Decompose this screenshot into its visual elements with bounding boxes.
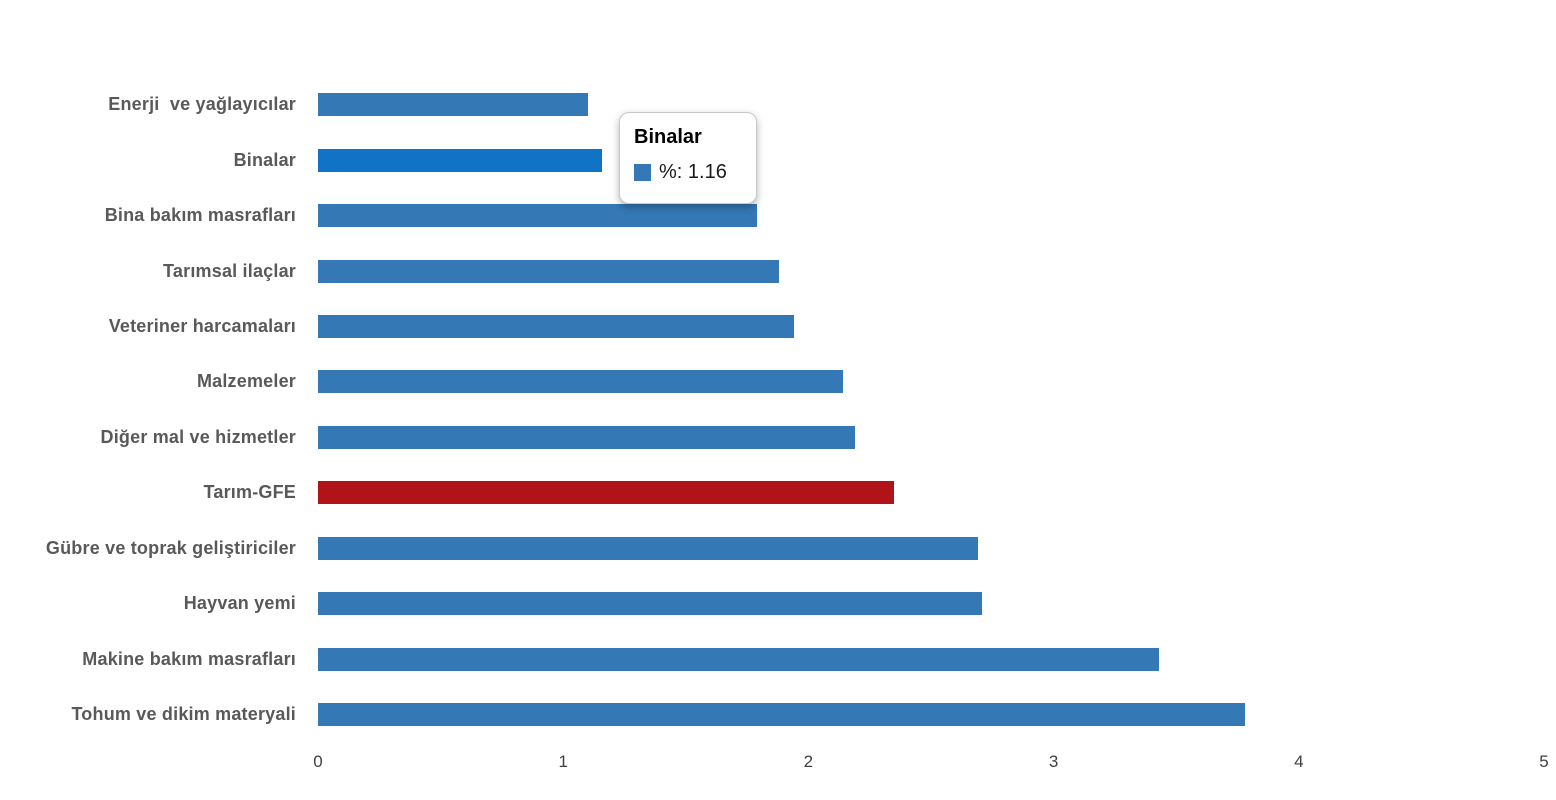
tooltip-value: %: 1.16 bbox=[659, 161, 727, 183]
bar-row: Diğer mal ve hizmetler bbox=[0, 410, 1556, 465]
bar[interactable] bbox=[318, 425, 855, 449]
bar-track bbox=[318, 425, 1544, 449]
x-tick-label: 0 bbox=[313, 752, 323, 771]
tooltip-title: Binalar bbox=[634, 126, 702, 148]
category-label: Diğer mal ve hizmetler bbox=[100, 426, 296, 447]
x-tick-label: 1 bbox=[558, 752, 568, 771]
bar[interactable] bbox=[318, 592, 983, 616]
bar[interactable] bbox=[318, 536, 978, 560]
bar-row: Veteriner harcamaları bbox=[0, 299, 1556, 354]
category-label: Hayvan yemi bbox=[183, 593, 296, 614]
bar-row: Malzemeler bbox=[0, 354, 1556, 409]
bar-track bbox=[318, 259, 1544, 283]
bar-row: Tarımsal ilaçlar bbox=[0, 243, 1556, 298]
category-label: Enerji ve yağlayıcılar bbox=[108, 94, 296, 115]
x-tick-label: 2 bbox=[803, 752, 814, 771]
x-axis: 0 1 2 3 4 5 bbox=[313, 752, 1548, 778]
bar[interactable] bbox=[318, 259, 779, 283]
bar-track bbox=[318, 647, 1544, 671]
x-tick-label: 3 bbox=[1048, 752, 1059, 771]
bar-track bbox=[318, 93, 1544, 117]
series-swatch-icon bbox=[634, 163, 651, 181]
bar-row: Hayvan yemi bbox=[0, 576, 1556, 631]
category-label: Makine bakım masrafları bbox=[82, 648, 296, 669]
bar-row: Binalar bbox=[0, 132, 1556, 187]
bar-track bbox=[318, 370, 1544, 394]
category-label: Bina bakım masrafları bbox=[104, 205, 296, 226]
category-label: Veteriner harcamaları bbox=[108, 315, 296, 336]
bar[interactable] bbox=[318, 148, 603, 172]
bar-track bbox=[318, 481, 1544, 505]
bar[interactable] bbox=[318, 370, 843, 394]
bar[interactable] bbox=[318, 703, 1245, 727]
tooltip-value-row: %: 1.16 bbox=[634, 161, 742, 183]
bar-track bbox=[318, 536, 1544, 560]
category-label: Tarım-GFE bbox=[203, 482, 296, 503]
x-tick-label: 5 bbox=[1539, 752, 1549, 771]
bar-row: Enerji ve yağlayıcılar bbox=[0, 77, 1556, 132]
bar-track bbox=[318, 148, 1544, 172]
bar-row: Gübre ve toprak geliştiriciler bbox=[0, 521, 1556, 576]
category-label: Binalar bbox=[233, 149, 296, 170]
category-label: Gübre ve toprak geliştiriciler bbox=[45, 537, 296, 558]
bar-row: Tohum ve dikim materyali bbox=[0, 687, 1556, 742]
bar-row: Makine bakım masrafları bbox=[0, 631, 1556, 686]
bar[interactable] bbox=[318, 93, 588, 117]
bar-track bbox=[318, 314, 1544, 338]
bar[interactable] bbox=[318, 204, 757, 228]
bar-row: Tarım-GFE bbox=[0, 465, 1556, 520]
x-tick-label: 4 bbox=[1294, 752, 1304, 771]
bar-rows: Enerji ve yağlayıcılar Binalar Bina bakım … bbox=[0, 77, 1556, 742]
bar-track bbox=[318, 204, 1544, 228]
category-label: Tohum ve dikim materyali bbox=[71, 704, 296, 725]
category-label: Tarımsal ilaçlar bbox=[163, 260, 296, 281]
bar[interactable] bbox=[318, 647, 1160, 671]
tooltip: Binalar %: 1.16 bbox=[619, 112, 757, 204]
category-label: Malzemeler bbox=[196, 371, 296, 392]
bar-track bbox=[318, 703, 1544, 727]
bar-row: Bina bakım masrafları bbox=[0, 188, 1556, 243]
bar[interactable] bbox=[318, 314, 794, 338]
bar-track bbox=[318, 592, 1544, 616]
bar[interactable] bbox=[318, 481, 895, 505]
